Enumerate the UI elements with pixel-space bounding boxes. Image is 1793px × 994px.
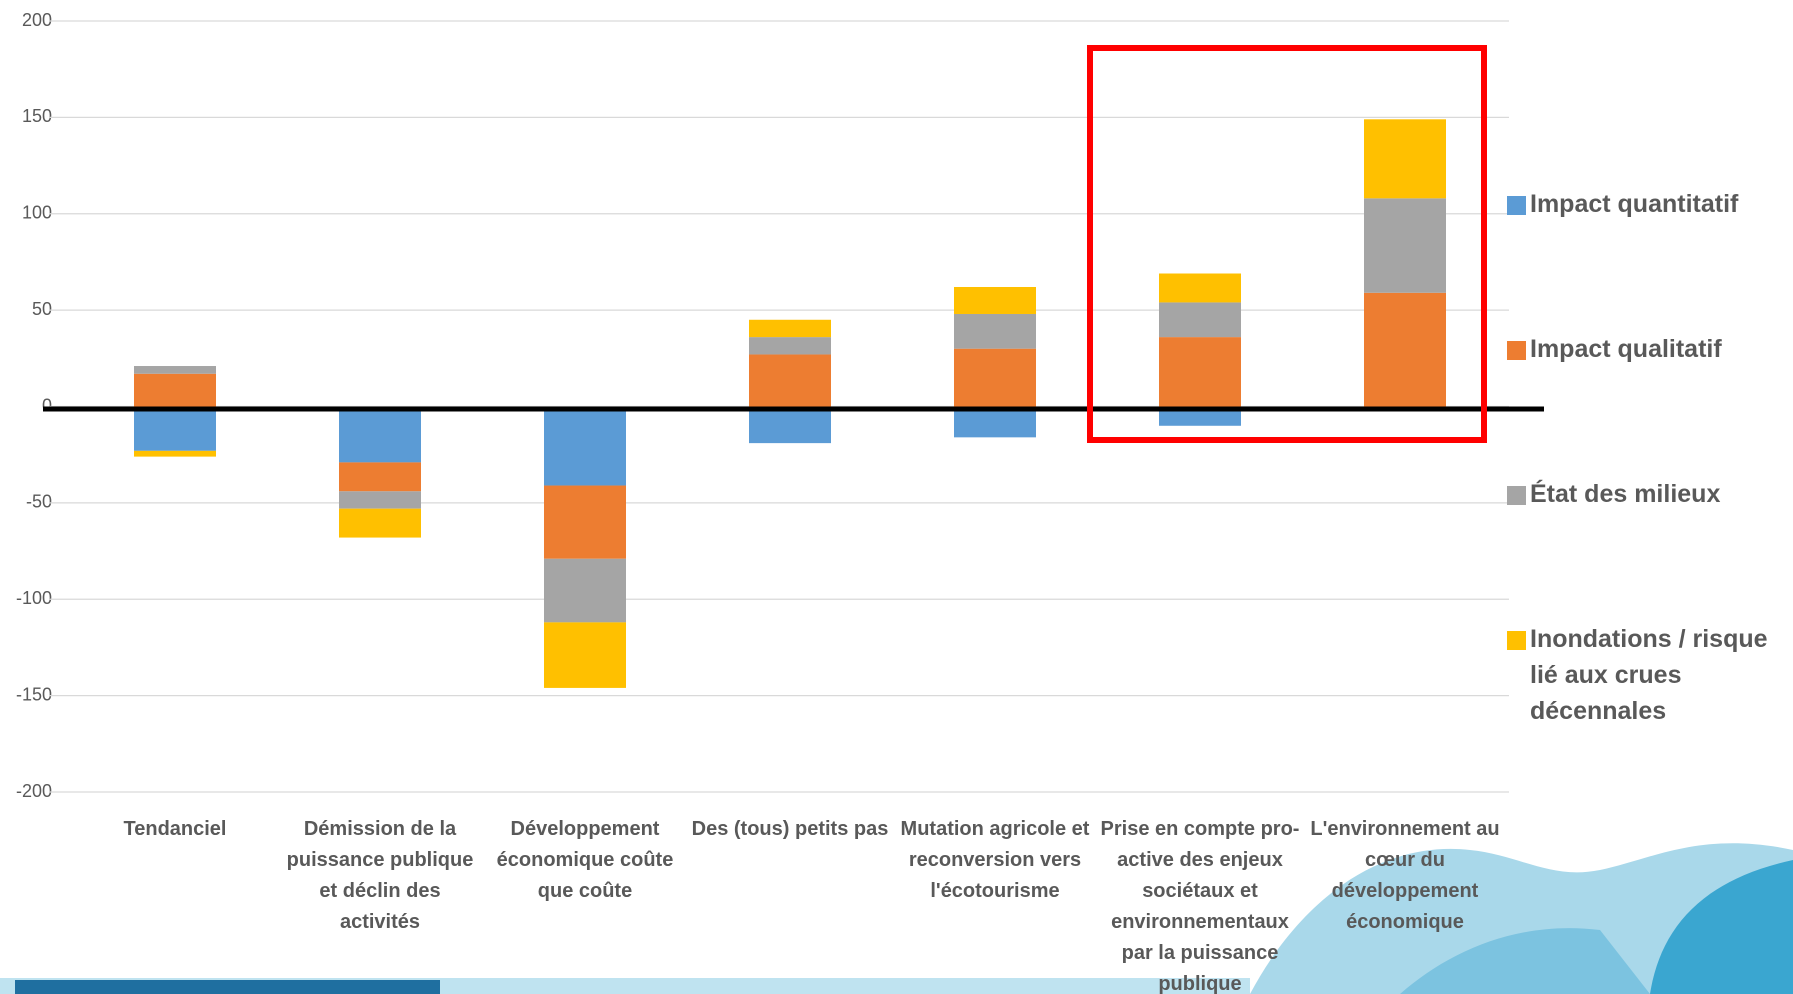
x-tick-label: Démission de la puissance publique et dé…	[286, 818, 474, 933]
bar-segment	[1159, 302, 1241, 338]
x-tick-label: Développement économique coûte que coûte	[496, 818, 674, 902]
bar-segment	[339, 406, 421, 463]
x-tick-label: Mutation agricole et reconversion vers l…	[900, 818, 1090, 902]
bar-segment	[339, 508, 421, 538]
bar-segment	[134, 373, 216, 407]
legend-swatch	[1507, 631, 1526, 650]
x-tick-label: Tendanciel	[123, 818, 227, 840]
bar-segment	[954, 348, 1036, 407]
bar-segment	[1364, 292, 1446, 407]
bar-segment	[1364, 198, 1446, 293]
bar-segment	[954, 406, 1036, 438]
legend-label: Impact qualitatif	[1530, 335, 1722, 363]
y-tick-label: -200	[16, 781, 52, 801]
bar-segment	[544, 558, 626, 623]
bar-segment	[749, 319, 831, 338]
y-tick-label: -100	[16, 588, 52, 608]
bar-segment	[954, 286, 1036, 314]
y-tick-label: 50	[32, 299, 52, 319]
legend-label: Impact quantitatif	[1530, 190, 1739, 218]
bar-segment	[1159, 273, 1241, 303]
y-tick-label: 100	[22, 203, 52, 223]
bar-segment	[1364, 119, 1446, 199]
legend-swatch	[1507, 196, 1526, 215]
bar-segment	[134, 450, 216, 457]
highlight-box	[1087, 45, 1487, 443]
bar-segment	[954, 313, 1036, 349]
bar-segment	[749, 406, 831, 444]
legend-swatch	[1507, 341, 1526, 360]
legend-label: Inondations / risque lié aux crues décen…	[1530, 625, 1768, 725]
x-tick-label: L'environnement au cœur du développement…	[1310, 818, 1500, 933]
decoration	[0, 843, 1793, 994]
bar-segment	[339, 491, 421, 509]
y-tick-label: 0	[42, 395, 52, 415]
y-tick-label: -50	[26, 492, 52, 512]
bar-segment	[544, 622, 626, 688]
bar-segment	[544, 406, 626, 486]
bar-segment	[134, 406, 216, 451]
y-tick-label: 150	[22, 106, 52, 126]
y-tick-label: 200	[22, 10, 52, 30]
legend-swatch	[1507, 486, 1526, 505]
bar-segment	[339, 462, 421, 492]
bar-segment	[749, 337, 831, 355]
legend-label: État des milieux	[1530, 480, 1721, 508]
bar-segment	[749, 354, 831, 407]
x-tick-label: Des (tous) petits pas	[691, 818, 889, 840]
x-tick-label: Prise en compte pro-active des enjeux so…	[1100, 818, 1300, 994]
bar-segment	[544, 485, 626, 559]
bar-segment	[134, 366, 216, 374]
bar-segment	[1159, 337, 1241, 407]
y-tick-label: -150	[16, 684, 52, 704]
